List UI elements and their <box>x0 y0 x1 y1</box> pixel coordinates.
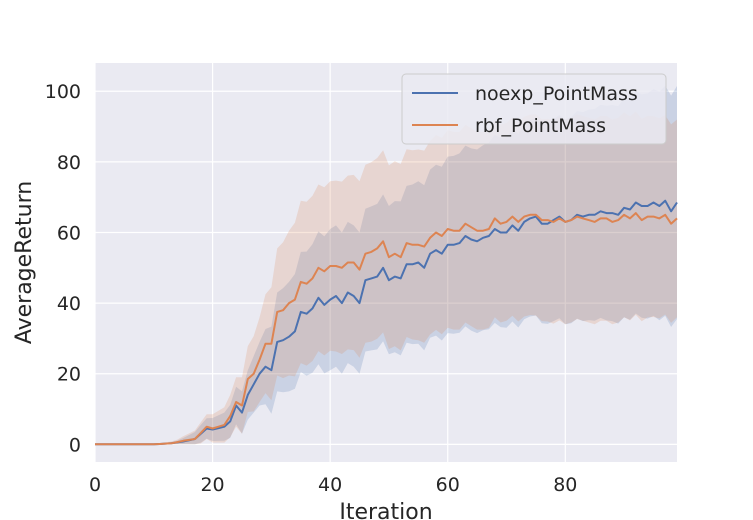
confidence-bands <box>95 85 677 445</box>
legend: noexp_PointMass rbf_PointMass <box>401 73 667 145</box>
confidence-band-rbf_PointMass <box>95 111 677 445</box>
y-tick-label: 80 <box>57 152 81 174</box>
legend-box <box>401 73 667 145</box>
series-line-rbf_PointMass <box>95 212 678 446</box>
x-tick-labels: 0 20 40 60 80 <box>89 474 577 496</box>
legend-label: rbf_PointMass <box>475 115 606 137</box>
x-tick-label: 20 <box>200 474 224 496</box>
y-tick-label: 100 <box>45 81 81 103</box>
legend-label: noexp_PointMass <box>475 83 638 105</box>
confidence-band-noexp_PointMass <box>95 85 677 445</box>
y-tick-label: 60 <box>57 222 81 244</box>
y-axis-label: AverageReturn <box>12 181 37 344</box>
y-tick-label: 40 <box>57 293 81 315</box>
series-lines <box>95 199 678 446</box>
x-tick-label: 60 <box>436 474 460 496</box>
x-tick-label: 40 <box>318 474 342 496</box>
x-axis-label: Iteration <box>339 500 432 520</box>
y-tick-label: 20 <box>57 364 81 386</box>
x-tick-label: 0 <box>89 474 101 496</box>
y-tick-label: 0 <box>69 434 81 456</box>
y-tick-labels: 0 20 40 60 80 100 <box>45 81 81 456</box>
x-tick-label: 80 <box>553 474 577 496</box>
